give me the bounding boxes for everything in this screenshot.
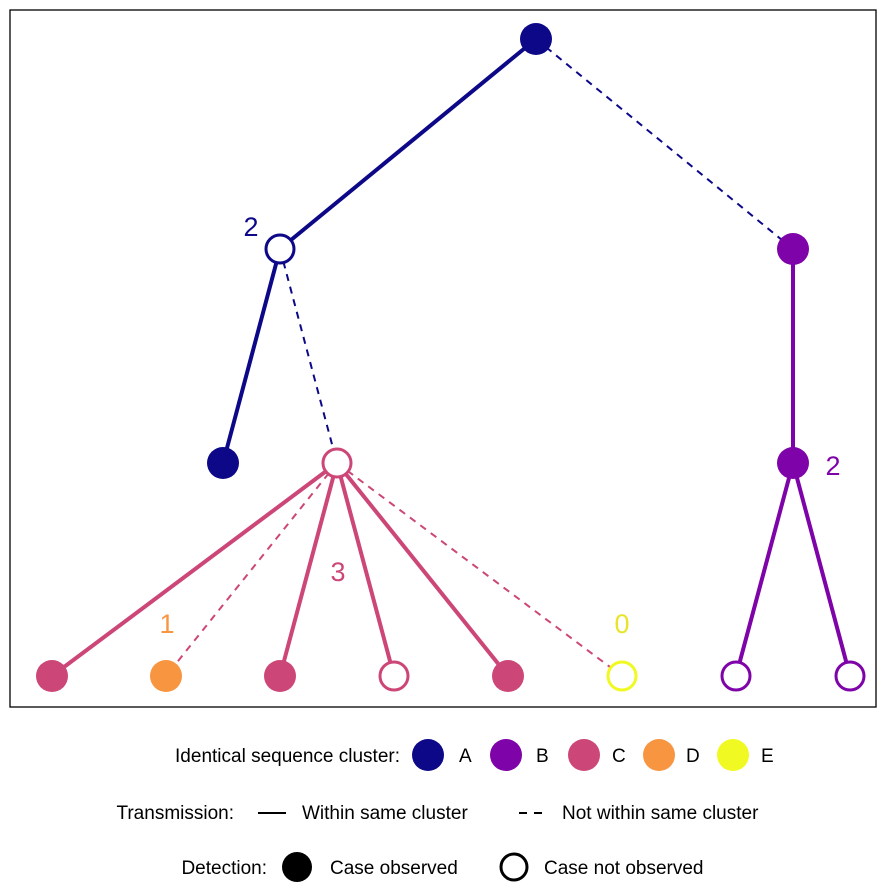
edge-c_hub-to-c3 [335, 462, 396, 677]
legend-cluster-label-e: E [761, 746, 774, 767]
edge-c_hub-to-d1 [165, 462, 338, 677]
legend-cluster-label-b: B [536, 746, 549, 767]
offspring-count-label-e1: 0 [614, 609, 629, 639]
case-nodes [36, 23, 866, 692]
legend-filled-circle-icon [282, 852, 312, 882]
edge-b2-to-b4 [791, 462, 852, 677]
case-node-c4 [492, 660, 524, 692]
offspring-count-label-b2: 2 [825, 451, 840, 481]
legend-cluster: Identical sequence cluster: A B C D E [175, 739, 774, 771]
case-node-root [520, 23, 552, 55]
legend-cluster-label-c: C [612, 746, 626, 767]
case-node-b3 [720, 660, 752, 692]
case-node-c3 [378, 660, 410, 692]
legend-transmission: Transmission: Within same cluster Not wi… [116, 803, 759, 824]
case-node-c_hub [321, 447, 353, 479]
plot-panel-border [9, 9, 877, 708]
transmission-edges [50, 37, 852, 678]
offspring-count-label-d1: 1 [159, 609, 174, 639]
case-node-d1 [150, 660, 182, 692]
case-node-e1 [606, 660, 638, 692]
legend-cluster-label-a: A [459, 746, 472, 767]
case-node-a3 [207, 447, 239, 479]
legend-transmission-within: Within same cluster [302, 803, 468, 824]
legend-cluster-swatch-b [490, 739, 522, 771]
legend-detection-title: Detection: [181, 858, 267, 879]
legend-cluster-swatch-d [643, 739, 675, 771]
case-node-b2 [777, 447, 809, 479]
legend-cluster-swatch-e [717, 739, 749, 771]
case-node-c2 [264, 660, 296, 692]
legend-cluster-title: Identical sequence cluster: [175, 746, 400, 767]
edge-a2-to-a3 [221, 248, 282, 464]
legend-open-circle-icon [499, 852, 529, 882]
case-node-a2 [264, 233, 296, 265]
edge-a2-to-c_hub [279, 248, 338, 464]
edge-b2-to-b3 [734, 462, 795, 677]
legend-transmission-title: Transmission: [116, 803, 234, 824]
case-node-b4 [834, 660, 866, 692]
case-node-c1 [36, 660, 68, 692]
edge-c_hub-to-c4 [335, 461, 510, 678]
legend-detection-not-observed: Case not observed [544, 858, 704, 879]
legend-detection: Detection: Case observed Case not observ… [181, 852, 704, 882]
offspring-count-label-c-hub: 3 [330, 557, 345, 587]
edge-root-to-b1 [535, 38, 794, 250]
edge-root-to-a2 [278, 37, 538, 251]
legend-cluster-swatch-c [568, 739, 600, 771]
legend-detection-observed: Case observed [330, 858, 458, 879]
offspring-count-label-a2: 2 [243, 212, 258, 242]
edge-c_hub-to-c2 [278, 462, 339, 677]
edge-c_hub-to-c1 [50, 461, 339, 678]
legend-cluster-swatch-a [412, 739, 444, 771]
legend-cluster-label-d: D [686, 746, 700, 767]
case-node-b1 [777, 233, 809, 265]
legend-transmission-not-within: Not within same cluster [562, 803, 759, 824]
